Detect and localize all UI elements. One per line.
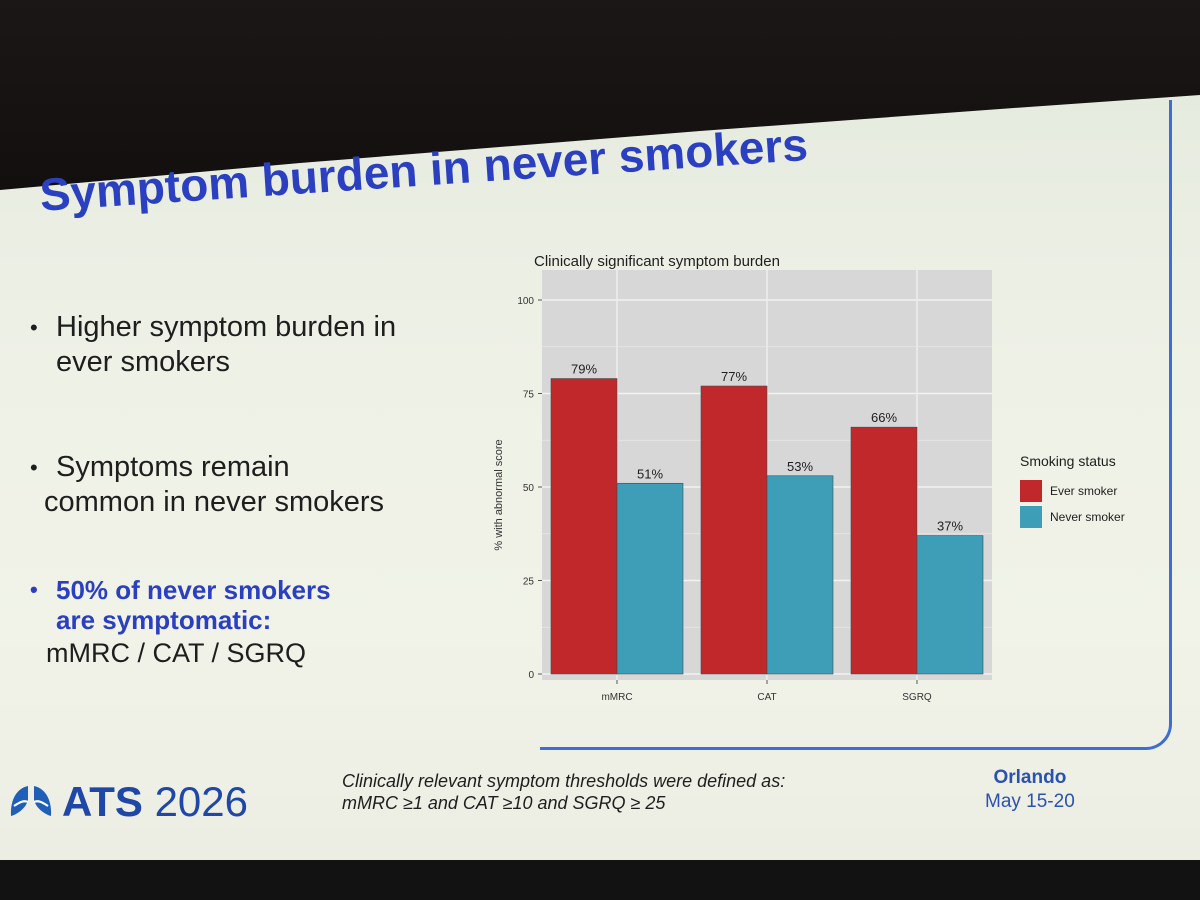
bullet-line: Higher symptom burden in: [56, 311, 397, 343]
x-tick-label: mMRC: [601, 692, 632, 703]
x-tick-label: CAT: [757, 692, 776, 703]
y-tick-label: 0: [528, 670, 534, 681]
bar: [766, 475, 834, 675]
bullet-line: common in never smokers: [44, 486, 385, 518]
bullet-line: are symptomatic:: [56, 605, 272, 635]
x-tick-label: SGRQ: [902, 692, 932, 703]
slide-frame-line: [540, 100, 1172, 750]
bullet-line: 50% of never smokers: [56, 575, 331, 605]
lungs-logo-icon: [10, 786, 52, 816]
bar-value-label: 37%: [937, 519, 963, 534]
bar: [550, 378, 618, 675]
bullet-line-plain: mMRC / CAT / SGRQ: [46, 638, 307, 668]
threshold-footnote: Clinically relevant symptom thresholds w…: [342, 770, 862, 814]
footnote-line: Clinically relevant symptom thresholds w…: [342, 771, 786, 791]
event-city: Orlando: [993, 767, 1067, 788]
event-dates: May 15-20: [985, 791, 1075, 812]
bar-value-label: 51%: [637, 466, 663, 481]
bar-value-label: 77%: [721, 369, 747, 384]
bar-value-label: 53%: [787, 459, 813, 474]
legend-label: Ever smoker: [1050, 484, 1117, 498]
y-tick-label: 50: [523, 483, 535, 494]
ats-logo: ATS 2026: [8, 778, 248, 826]
bar: [700, 385, 768, 675]
bar: [916, 535, 984, 675]
legend-swatch: [1020, 480, 1042, 502]
y-tick-label: 75: [523, 390, 535, 401]
legend-swatch: [1020, 506, 1042, 528]
bar: [850, 426, 918, 675]
bullet-dot-icon: •: [30, 315, 38, 340]
y-tick-label: 25: [523, 577, 535, 588]
y-tick-label: 100: [517, 296, 534, 307]
bar-value-label: 79%: [571, 362, 597, 377]
bullet-item-highlight: • 50% of never smokers are symptomatic: …: [30, 575, 331, 669]
bar-chart: Clinically significant symptom burden 0 25…: [493, 253, 1125, 703]
bullet-line: ever smokers: [56, 346, 231, 378]
chart-title: Clinically significant symptom burden: [534, 253, 780, 270]
legend-label: Never smoker: [1050, 510, 1125, 524]
legend-title: Smoking status: [1020, 453, 1116, 469]
y-axis-label: % with abnormal score: [493, 439, 505, 550]
bullet-line: Symptoms remain: [56, 451, 290, 483]
bar-value-label: 66%: [871, 410, 897, 425]
footnote-line: mMRC ≥1 and CAT ≥10 and SGRQ ≥ 25: [342, 793, 666, 813]
bullet-item: • Symptoms remain common in never smoker…: [30, 450, 384, 520]
event-location: Orlando May 15-20: [985, 766, 1075, 814]
bullet-dot-icon: •: [30, 455, 38, 480]
bar: [616, 482, 684, 675]
ats-year: 2026: [154, 778, 248, 825]
bullet-item: • Higher symptom burden in ever smokers: [30, 310, 396, 380]
bullet-dot-icon: •: [30, 577, 38, 602]
ats-brand: ATS: [62, 778, 143, 825]
